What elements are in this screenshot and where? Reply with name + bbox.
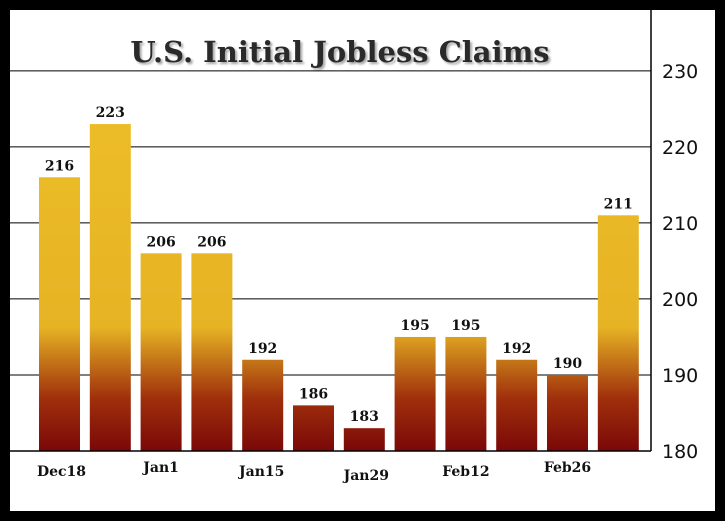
y-tick-label: 200 (662, 289, 698, 311)
bar-value-label: 192 (502, 341, 531, 357)
x-tick-label: Feb12 (442, 464, 489, 480)
y-tick-label: 190 (662, 365, 698, 387)
bar-value-label: 195 (451, 318, 480, 334)
bar (140, 253, 182, 451)
bar (547, 374, 588, 451)
bar (394, 336, 436, 451)
x-tick-label: Dec18 (37, 464, 86, 480)
bar (242, 359, 284, 451)
bar-value-label: 206 (146, 234, 175, 250)
y-tick-label: 180 (662, 441, 698, 463)
bar-value-label: 206 (197, 234, 226, 250)
bar (343, 428, 385, 451)
y-tick-labels: 180 190 200 210 220 230 (662, 61, 698, 463)
bar (597, 215, 639, 451)
bar-value-label: 195 (400, 318, 429, 334)
bar (89, 124, 131, 451)
x-tick-label: Jan1 (141, 460, 179, 476)
bar (293, 405, 334, 451)
data-labels: 216 223 206 206 192 186 183 195 195 192 190 211 (45, 105, 633, 425)
bar (496, 359, 538, 451)
bar (39, 177, 80, 451)
x-tick-label: Feb26 (544, 460, 591, 476)
bar-value-label: 183 (350, 409, 379, 425)
x-tick-label: Jan29 (342, 468, 389, 484)
bar-value-label: 190 (553, 356, 582, 372)
y-tick-label: 210 (662, 213, 698, 235)
bar-value-label: 216 (45, 158, 74, 174)
bar-value-label: 223 (96, 105, 125, 121)
y-tick-label: 230 (662, 61, 698, 83)
bars (39, 124, 639, 451)
bar-value-label: 211 (604, 196, 633, 212)
axes (10, 10, 652, 452)
chart-title: U.S. Initial Jobless Claims (130, 35, 549, 69)
y-tick-label: 220 (662, 137, 698, 159)
chart: 216 223 206 206 192 186 183 195 195 192 190 211 180… (10, 10, 698, 484)
x-tick-labels: Dec18 Jan1 Jan15 Jan29 Feb12 Feb26 (37, 460, 591, 484)
bar (445, 336, 487, 451)
x-tick-label: Jan15 (237, 464, 284, 480)
bar-value-label: 186 (299, 386, 328, 402)
bar-value-label: 192 (248, 341, 277, 357)
bar (191, 253, 233, 451)
